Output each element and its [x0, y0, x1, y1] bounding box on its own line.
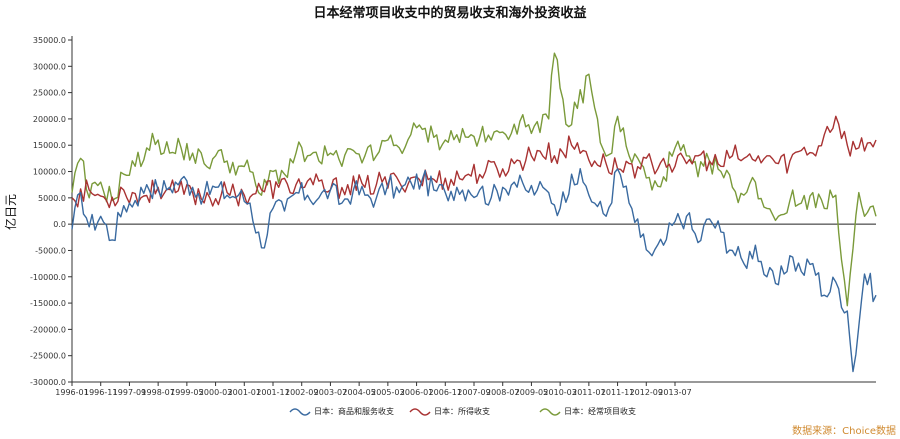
source-note: 数据来源：Choice数据	[792, 426, 896, 437]
y-tick-label: -25000.0	[30, 352, 66, 361]
x-tick-label: 2006-11	[429, 388, 462, 397]
y-tick-label: 30000.0	[33, 62, 66, 71]
x-tick-label: 2005-03	[371, 388, 404, 397]
x-tick-label: 2009-05	[515, 388, 548, 397]
x-tick-label: 2001-11	[256, 388, 289, 397]
y-tick-label: -10000.0	[30, 273, 66, 282]
x-tick-label: 2012-09	[630, 388, 663, 397]
y-tick-label: -5000.0	[35, 246, 66, 255]
y-tick-label: -15000.0	[30, 299, 66, 308]
x-tick-label: 2004-05	[342, 388, 375, 397]
x-tick-label: 2011-01	[572, 388, 605, 397]
y-tick-label: 0.0	[53, 220, 66, 229]
legend-swatch-2	[409, 408, 431, 416]
y-tick-label: 10000.0	[33, 168, 66, 177]
x-tick-label: 1998-07	[141, 388, 174, 397]
x-tick-label: 2001-01	[228, 388, 261, 397]
chart-title: 日本经常项目收支中的贸易收支和海外投资收益	[313, 6, 587, 21]
y-tick-label: -20000.0	[30, 325, 66, 334]
x-tick-label: 2007-09	[457, 388, 490, 397]
x-tick-label: 1997-09	[113, 388, 146, 397]
x-tick-label: 2000-03	[199, 388, 232, 397]
series-line-2	[71, 115, 877, 209]
y-axis: 35000.0 30000.0 25000.0 20000.0 15000.0 10000…	[30, 36, 876, 387]
x-tick-label: 2011-11	[601, 388, 634, 397]
x-tick-label: 2008-07	[486, 388, 519, 397]
x-tick-label: 2010-03	[543, 388, 576, 397]
x-tick-label: 1996-01	[55, 388, 88, 397]
series-line-3	[71, 52, 877, 307]
legend-label-3: 日本：经常项目收支	[564, 406, 636, 416]
y-tick-label: 25000.0	[33, 89, 66, 98]
x-tick-label: 1999-05	[170, 388, 203, 397]
y-tick-label: 5000.0	[38, 194, 66, 203]
y-tick-label: 35000.0	[33, 36, 66, 45]
series-line-1	[71, 167, 877, 373]
y-tick-label: 20000.0	[33, 115, 66, 124]
x-tick-label: 2002-09	[285, 388, 318, 397]
x-tick-label: 2013-07	[658, 388, 691, 397]
legend-swatch-3	[539, 408, 561, 416]
y-tick-label: 15000.0	[33, 141, 66, 150]
x-axis: 1996-011996-111997-091998-071999-052000-…	[55, 382, 692, 397]
legend-swatch-1	[289, 408, 311, 416]
legend-label-1: 日本：商品和服务收支	[314, 406, 394, 416]
legend: 日本：商品和服务收支 日本：所得收支 日本：经常项目收支	[289, 406, 636, 416]
x-tick-label: 1996-11	[84, 388, 117, 397]
x-tick-label: 2003-07	[314, 388, 347, 397]
y-tick-label: -30000.0	[30, 378, 66, 387]
legend-label-2: 日本：所得收支	[434, 406, 490, 416]
series-group	[71, 52, 877, 373]
x-tick-label: 2006-01	[400, 388, 433, 397]
